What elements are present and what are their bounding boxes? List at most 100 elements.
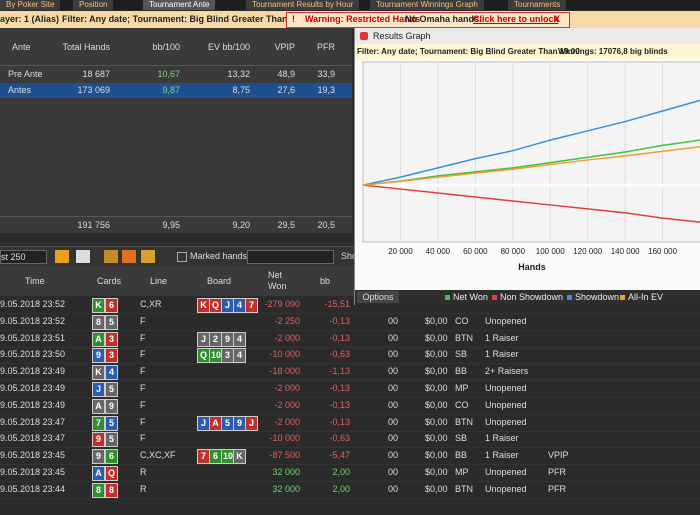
stats-total: 9,95 [162, 220, 180, 230]
trophy-button[interactable] [141, 250, 155, 263]
stats-header[interactable]: Ante [12, 42, 31, 52]
x-axis-label: Hands [518, 262, 546, 272]
hand-row: 9.05.2018 23:45 A Q R 32 000 2,00 00 $0,00 MP Uno… [0, 464, 700, 482]
tab[interactable]: By Poker Site [0, 0, 61, 10]
hand-col: $0,00 [425, 450, 448, 461]
net-won: -10 000 [269, 349, 300, 360]
results-chart: 20 000 40 000 60 000 80 000 100 000 120 000 14… [362, 61, 700, 272]
hole-card: A [92, 331, 105, 347]
hand-col: PFR [548, 467, 566, 477]
stats-header[interactable]: Total Hands [62, 42, 110, 52]
unlock-link[interactable]: Click here to unlock [473, 14, 559, 24]
stats-header[interactable]: VPIP [274, 42, 295, 52]
series-line [362, 99, 700, 186]
hand-row: 9.05.2018 23:49 A 9 F -2 000 -0,13 00 $0,00 CO Un… [0, 397, 700, 415]
hand-line: F [140, 349, 146, 360]
board-card: 9 [221, 331, 234, 347]
hand-time: 9.05.2018 23:45 [0, 450, 66, 461]
hand-col: SB [455, 433, 468, 444]
series-line [362, 184, 700, 223]
x-tick-label: 60 000 [463, 247, 488, 256]
hand-col: Unopened [485, 467, 527, 477]
net-won: -2 250 [274, 315, 300, 326]
tab[interactable]: Tournament Ante [143, 0, 216, 10]
marked-select[interactable] [247, 250, 334, 264]
options-button[interactable]: Options [357, 291, 399, 303]
graph-winnings: Winnings: 17076,8 big blinds [558, 47, 668, 56]
scrollbar [0, 233, 352, 243]
net-won: -10 000 [269, 433, 300, 444]
stats-cell: 27,6 [277, 85, 295, 95]
hand-time: 9.05.2018 23:47 [0, 416, 66, 427]
tab[interactable]: Tournament Winnings Graph [370, 0, 484, 10]
hole-card: 5 [105, 415, 118, 431]
close-warning[interactable]: X [554, 14, 561, 24]
hand-col: 00 [388, 467, 399, 477]
hand-col: MP [455, 467, 469, 477]
hand-col: Unopened [485, 399, 527, 410]
hole-card: Q [105, 466, 118, 481]
hand-col: $0,00 [425, 483, 448, 494]
grid-button[interactable] [104, 250, 118, 263]
graph-title: Results Graph [373, 31, 431, 41]
tab[interactable]: Tournament Results by Hour [246, 0, 360, 10]
legend-label: Showdown [575, 292, 620, 302]
graph-window: Results Graph Filter: Any date; Tourname… [354, 28, 700, 305]
stats-header[interactable]: bb/100 [152, 42, 180, 52]
omaha-text: No Omaha hands. [405, 14, 482, 24]
net-won: -2 000 [274, 332, 300, 343]
warning-box [286, 12, 570, 28]
hand-time: 9.05.2018 23:52 [0, 315, 66, 326]
hand-row: 9.05.2018 23:47 7 5 F J A 5 9 J -2 000 -0,13 00 $0,0… [0, 414, 700, 432]
marked-checkbox[interactable] [177, 252, 187, 262]
stats-header[interactable]: PFR [317, 42, 335, 52]
tab[interactable]: Tournaments [508, 0, 567, 10]
hands-header-cell[interactable]: Line [150, 276, 168, 286]
hand-line: F [140, 416, 146, 427]
hands-header-cell[interactable]: Time [25, 276, 45, 286]
dice-button[interactable] [76, 250, 90, 263]
x-tick-label: 40 000 [426, 247, 451, 256]
x-tick-label: 20 000 [388, 247, 413, 256]
hole-card: 3 [105, 348, 118, 364]
hand-row: 9.05.2018 23:49 K 4 F -18 000 -1,13 00 $0,00 BB 2… [0, 363, 700, 382]
hand-col: 00 [388, 416, 399, 427]
hand-col: $0,00 [425, 315, 448, 326]
hands-header-cell[interactable]: Net Won [268, 270, 287, 291]
hand-col: 2+ Raisers [485, 366, 529, 377]
player-label: ayer: 1 (Alias) [0, 14, 60, 24]
prev-button[interactable] [55, 250, 69, 263]
limit-select[interactable]: st 250 [0, 250, 47, 264]
hand-col: 00 [388, 399, 399, 410]
stats-total: 20,5 [317, 220, 335, 230]
hand-col: PFR [548, 483, 566, 494]
hand-time: 9.05.2018 23:50 [0, 349, 66, 360]
hands-header-cell[interactable]: Cards [97, 276, 122, 286]
tab[interactable]: Position [73, 0, 114, 10]
chart-button[interactable] [122, 250, 136, 263]
hand-bb: -0,13 [329, 416, 350, 427]
hand-col: CO [455, 399, 469, 410]
board-card: 6 [209, 449, 222, 465]
hand-col: 1 Raiser [485, 450, 519, 461]
hands-header-cell[interactable]: Board [207, 276, 232, 286]
hand-col: $0,00 [425, 332, 448, 343]
hand-col: BTN [455, 416, 473, 427]
stats-cell: 48,9 [277, 69, 295, 79]
graph-filter: Filter: Any date; Tournament: Big Blind … [355, 44, 700, 59]
hand-col: 00 [388, 483, 399, 494]
graph-icon [360, 32, 368, 40]
net-won: -2 000 [274, 383, 300, 393]
hand-col: $0,00 [425, 366, 448, 377]
hand-bb: -0,63 [329, 433, 350, 444]
hole-card: 9 [92, 348, 105, 364]
toolbar: st 250 Marked hands Sho [0, 246, 357, 266]
stats-cell: 173 069 [77, 85, 110, 95]
hands-header-cell[interactable]: bb [320, 276, 331, 286]
hole-card: K [92, 298, 105, 313]
hand-col: Unopened [485, 383, 527, 393]
stats-table: Ante Total Hands bb/100 EV bb/100 VPIP PFR Pre… [0, 28, 352, 244]
hand-row: 9.05.2018 23:44 8 8 R 32 000 2,00 00 $0,00 BTN Un… [0, 481, 700, 499]
hand-time: 9.05.2018 23:47 [0, 433, 66, 444]
stats-header[interactable]: EV bb/100 [207, 42, 250, 52]
